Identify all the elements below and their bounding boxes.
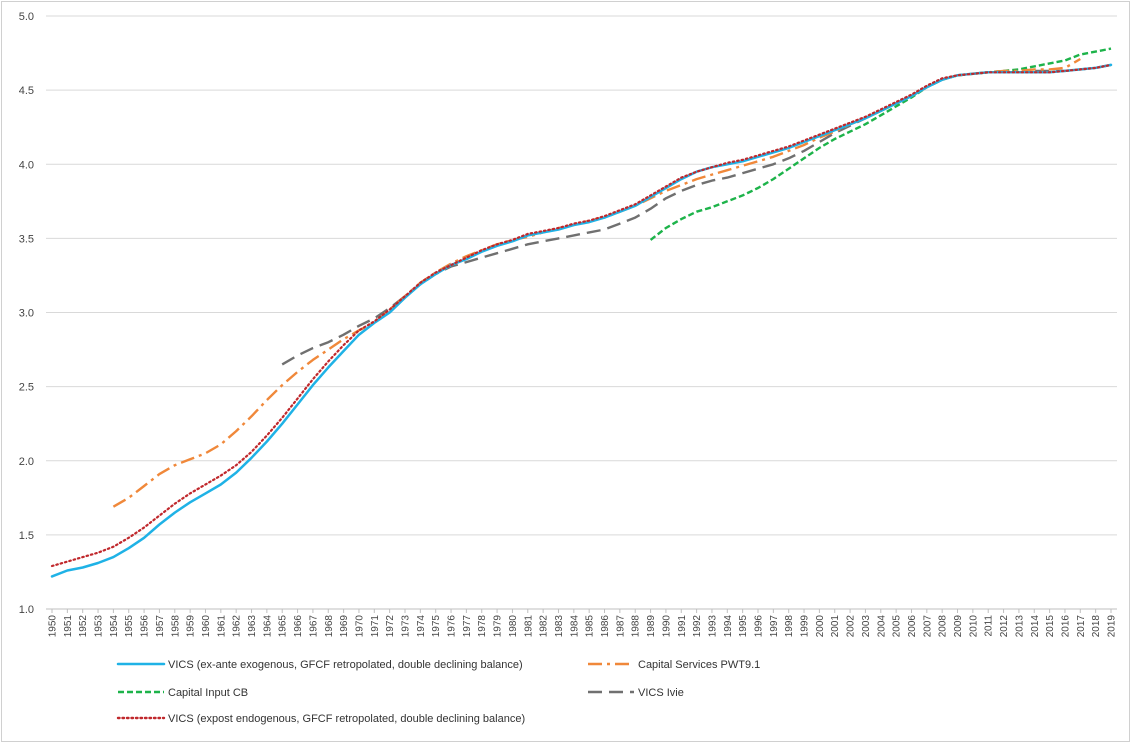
series-lines <box>50 47 1113 578</box>
series-line-1 <box>112 57 1081 508</box>
x-tick-label: 1953 <box>94 615 105 638</box>
x-tick-label: 2015 <box>1045 615 1056 638</box>
x-tick-label: 1958 <box>170 615 181 638</box>
x-tick-label: 1982 <box>539 615 550 638</box>
x-tick-label: 1986 <box>600 615 611 638</box>
y-tick-label: 2.0 <box>19 456 34 468</box>
x-tick-label: 2016 <box>1060 615 1071 638</box>
y-axis: 1.0 1.5 2.0 2.5 3.0 3.5 4.0 4.5 5.0 <box>19 11 34 616</box>
x-tick-label: 1983 <box>554 615 565 638</box>
x-tick-label: 2005 <box>892 615 903 638</box>
x-tick-label: 1950 <box>48 615 59 638</box>
x-tick-label: 1980 <box>508 615 519 638</box>
x-tick-label: 1974 <box>416 615 427 638</box>
x-tick-label: 2001 <box>830 615 841 638</box>
x-tick-label: 2010 <box>968 615 979 638</box>
y-tick-label: 4.0 <box>19 159 34 171</box>
x-tick-label: 1976 <box>447 615 458 638</box>
x-tick-label: 1962 <box>232 615 243 638</box>
x-tick-label: 1961 <box>216 615 227 638</box>
y-tick-label: 5.0 <box>19 11 34 23</box>
x-tick-label: 1999 <box>800 615 811 638</box>
x-tick-label: 1993 <box>707 615 718 638</box>
x-tick-label: 2012 <box>999 615 1010 638</box>
x-tick-label: 1981 <box>523 615 534 638</box>
y-tick-label: 1.5 <box>19 530 34 542</box>
x-tick-label: 1970 <box>354 615 365 638</box>
x-tick-label: 1989 <box>646 615 657 638</box>
x-tick-label: 1957 <box>155 615 166 638</box>
x-tick-label: 1965 <box>278 615 289 638</box>
x-tick-label: 2008 <box>938 615 949 638</box>
x-tick-label: 2003 <box>861 615 872 638</box>
x-tick-label: 1997 <box>769 615 780 638</box>
x-tick-label: 2002 <box>846 615 857 638</box>
x-tick-label: 2018 <box>1091 615 1102 638</box>
series-line-2 <box>649 47 1112 241</box>
x-tick-label: 1971 <box>370 615 381 638</box>
x-tick-label: 1990 <box>661 615 672 638</box>
y-tick-label: 4.5 <box>19 85 34 97</box>
x-tick-label: 1956 <box>140 615 151 638</box>
x-tick-label: 1992 <box>692 615 703 638</box>
x-tick-label: 1995 <box>738 615 749 638</box>
x-axis: 1950 1951 1952 1953 1954 1955 1956 1957 1958 1959… <box>48 609 1118 637</box>
y-tick-label: 2.5 <box>19 382 34 394</box>
x-tick-label: 1988 <box>631 615 642 638</box>
x-tick-label: 2017 <box>1076 615 1087 638</box>
x-tick-label: 1977 <box>462 615 473 638</box>
x-tick-label: 1973 <box>401 615 412 638</box>
x-tick-label: 1952 <box>78 615 89 638</box>
x-tick-label: 1964 <box>262 615 273 638</box>
series-line-0 <box>50 63 1113 578</box>
x-tick-label: 2004 <box>876 615 887 638</box>
legend-label-1: Capital Services PWT9.1 <box>638 659 760 671</box>
x-tick-label: 1968 <box>324 615 335 638</box>
x-tick-label: 2013 <box>1014 615 1025 638</box>
series-line-3 <box>281 63 1112 366</box>
x-tick-label: 1967 <box>308 615 319 638</box>
legend: VICS (ex-ante exogenous, GFCF retropolat… <box>116 659 760 725</box>
x-tick-label: 1975 <box>431 615 442 638</box>
x-tick-label: 1996 <box>754 615 765 638</box>
x-tick-label: 1955 <box>124 615 135 638</box>
y-tick-label: 3.0 <box>19 308 34 320</box>
y-tick-label: 3.5 <box>19 233 34 245</box>
x-tick-label: 1998 <box>784 615 795 638</box>
legend-label-2: Capital Input CB <box>168 687 248 699</box>
x-tick-label: 1985 <box>585 615 596 638</box>
x-tick-label: 1963 <box>247 615 258 638</box>
x-tick-label: 2006 <box>907 615 918 638</box>
x-tick-label: 1984 <box>569 615 580 638</box>
series-line-4 <box>50 63 1113 568</box>
legend-label-0: VICS (ex-ante exogenous, GFCF retropolat… <box>168 659 523 671</box>
x-tick-label: 2011 <box>984 615 995 637</box>
x-tick-label: 1969 <box>339 615 350 638</box>
x-tick-label: 1994 <box>723 615 734 638</box>
grid-lines <box>46 15 1117 610</box>
x-tick-label: 1966 <box>293 615 304 638</box>
y-tick-label: 1.0 <box>19 604 34 616</box>
x-tick-label: 1972 <box>385 615 396 638</box>
x-tick-label: 2000 <box>815 615 826 638</box>
x-tick-label: 2014 <box>1030 615 1041 638</box>
x-tick-label: 2009 <box>953 615 964 638</box>
x-tick-label: 1951 <box>63 615 74 638</box>
x-tick-label: 2019 <box>1107 615 1118 638</box>
x-tick-label: 1978 <box>477 615 488 638</box>
x-tick-label: 1959 <box>186 615 197 638</box>
x-tick-label: 1954 <box>109 615 120 638</box>
x-tick-label: 1979 <box>493 615 504 638</box>
x-tick-label: 1991 <box>677 615 688 638</box>
legend-label-3: VICS Ivie <box>638 687 684 699</box>
x-tick-label: 1987 <box>615 615 626 638</box>
legend-label-4: VICS (expost endogenous, GFCF retropolat… <box>168 713 525 725</box>
x-tick-label: 1960 <box>201 615 212 638</box>
x-tick-label: 2007 <box>922 615 933 638</box>
